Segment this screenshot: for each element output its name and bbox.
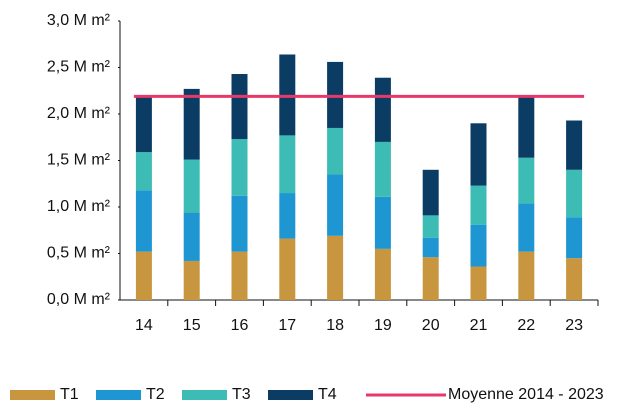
x-tick-label: 16	[231, 317, 249, 334]
bar	[470, 185, 487, 225]
bar	[327, 235, 344, 300]
bar	[135, 190, 152, 252]
x-tick-label: 21	[470, 317, 488, 334]
x-tick-label: 14	[135, 317, 153, 334]
y-tick-label: 0,0 M m²	[47, 291, 111, 308]
x-tick-label: 23	[565, 317, 583, 334]
bar	[374, 141, 391, 197]
bar	[183, 159, 200, 213]
bar	[470, 224, 487, 267]
legend-swatch	[182, 390, 227, 400]
bar	[183, 88, 200, 160]
legend-label: T1	[60, 386, 79, 403]
x-tick-label: 18	[326, 317, 344, 334]
bar	[422, 215, 439, 238]
x-tick-label: 19	[374, 317, 392, 334]
bar	[183, 212, 200, 261]
y-tick-label: 0,5 M m²	[47, 245, 111, 262]
bar	[231, 195, 248, 252]
bar	[279, 238, 296, 300]
legend-label: Moyenne 2014 - 2023	[448, 386, 604, 403]
x-tick-label: 17	[278, 317, 296, 334]
bar	[231, 251, 248, 300]
bar	[566, 120, 583, 170]
x-tick-label: 15	[183, 317, 201, 334]
y-tick-label: 2,5 M m²	[47, 59, 111, 76]
bar	[135, 152, 152, 191]
legend-swatch	[268, 390, 313, 400]
y-tick-label: 2,0 M m²	[47, 105, 111, 122]
legend-swatch	[96, 390, 141, 400]
x-tick-label: 20	[422, 317, 440, 334]
y-tick-label: 1,0 M m²	[47, 198, 111, 215]
y-tick-label: 3,0 M m²	[47, 12, 111, 29]
y-tick-label: 1,5 M m²	[47, 152, 111, 169]
x-tick-label: 22	[517, 317, 535, 334]
bar	[279, 135, 296, 194]
bar	[518, 95, 535, 158]
legend-label: T4	[318, 386, 337, 403]
bar	[327, 174, 344, 236]
bar	[518, 251, 535, 300]
bar	[374, 248, 391, 300]
bar	[231, 139, 248, 196]
bar	[327, 127, 344, 175]
bar	[422, 257, 439, 300]
bar	[566, 258, 583, 300]
bar	[135, 251, 152, 300]
bar	[422, 237, 439, 258]
legend-swatch	[10, 390, 55, 400]
bar	[374, 77, 391, 142]
legend-label: T3	[232, 386, 251, 403]
legend-label: T2	[146, 386, 165, 403]
bar	[279, 193, 296, 239]
bar	[422, 169, 439, 216]
bar	[566, 169, 583, 218]
bar	[518, 203, 535, 252]
bar	[470, 266, 487, 300]
bar	[518, 157, 535, 204]
bar	[183, 260, 200, 300]
bar	[470, 123, 487, 186]
bar	[566, 217, 583, 259]
bar	[135, 97, 152, 153]
bar	[374, 196, 391, 249]
bar	[231, 74, 248, 140]
